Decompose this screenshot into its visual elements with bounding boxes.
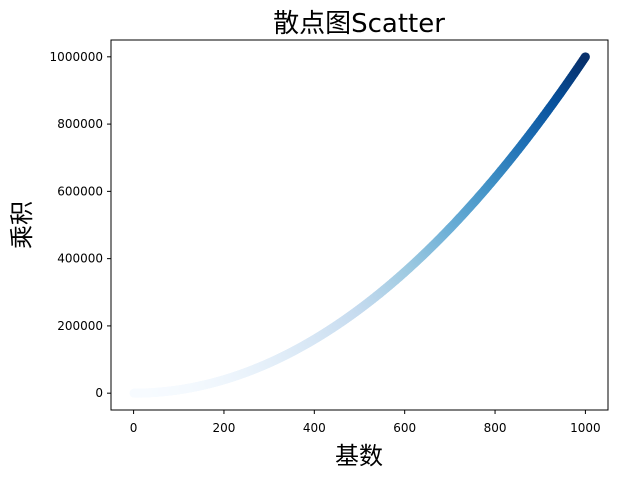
y-axis-title: 乘积 [8, 201, 36, 249]
y-tick-label: 600000 [57, 184, 103, 198]
data-point [580, 52, 590, 62]
x-tick-label: 1000 [570, 421, 601, 435]
y-tick-label: 400000 [57, 252, 103, 266]
x-tick-label: 200 [213, 421, 236, 435]
y-axis: 0 200000 400000 600000 800000 1000000 [50, 50, 111, 400]
plot-frame [110, 39, 609, 411]
x-axis: 0 200 400 600 800 1000 [130, 410, 601, 435]
y-tick-label: 1000000 [50, 50, 103, 64]
x-tick-label: 600 [393, 421, 416, 435]
y-tick-label: 200000 [57, 319, 103, 333]
y-tick-label: 0 [95, 386, 103, 400]
x-tick-label: 0 [130, 421, 138, 435]
x-axis-title: 基数 [335, 442, 383, 470]
x-tick-label: 400 [303, 421, 326, 435]
plot-area [129, 52, 590, 398]
x-tick-label: 800 [484, 421, 507, 435]
chart-title: 散点图Scatter [273, 9, 445, 39]
y-tick-label: 800000 [57, 117, 103, 131]
